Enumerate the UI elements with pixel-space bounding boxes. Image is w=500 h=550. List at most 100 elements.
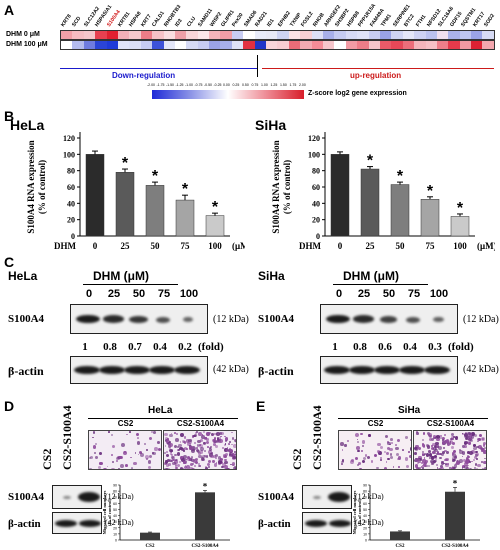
stained-cell bbox=[121, 443, 125, 448]
stained-cell bbox=[445, 440, 450, 445]
stained-cell bbox=[164, 452, 166, 454]
s100a4-blot bbox=[320, 304, 458, 334]
stained-cell bbox=[175, 466, 178, 469]
stained-cell bbox=[164, 445, 167, 448]
stained-cell bbox=[231, 431, 234, 434]
heatmap-cell bbox=[322, 41, 335, 49]
stained-cell bbox=[234, 451, 236, 454]
s100a4-blot bbox=[302, 485, 352, 509]
blot-band bbox=[174, 366, 200, 374]
stained-cell bbox=[128, 431, 131, 433]
stained-cell bbox=[231, 443, 233, 446]
blot-band bbox=[379, 316, 397, 323]
stained-cell bbox=[415, 444, 419, 448]
bar bbox=[85, 154, 105, 237]
stained-cell bbox=[451, 446, 455, 449]
heatmap-cell bbox=[209, 41, 221, 49]
stained-cell bbox=[451, 442, 455, 446]
stained-cell bbox=[206, 438, 209, 441]
lane-label: CS2 bbox=[290, 448, 304, 470]
fold-value: 1 bbox=[82, 341, 88, 353]
stained-cell bbox=[433, 460, 436, 464]
stained-cell bbox=[189, 467, 193, 469]
stained-cell bbox=[230, 452, 233, 454]
y-tick-label: 40 bbox=[113, 514, 117, 518]
stained-cell bbox=[436, 436, 440, 440]
kda-label: (12 kDa) bbox=[463, 314, 499, 325]
stained-cell bbox=[444, 458, 447, 461]
stained-cell bbox=[89, 456, 93, 460]
stained-cell bbox=[423, 464, 426, 467]
stained-cell bbox=[474, 467, 477, 469]
stained-cell bbox=[198, 464, 201, 467]
stained-cell bbox=[186, 465, 191, 469]
stained-cell bbox=[455, 462, 458, 466]
stained-cell bbox=[453, 459, 456, 462]
stained-cell bbox=[424, 462, 427, 465]
significance-mark: * bbox=[152, 168, 159, 185]
stained-cell bbox=[466, 442, 469, 444]
y-tick-label: 40 bbox=[363, 514, 367, 518]
stained-cell bbox=[219, 437, 222, 440]
stained-cell bbox=[436, 437, 440, 442]
stained-cell bbox=[183, 436, 186, 439]
stained-cell bbox=[197, 440, 201, 444]
stained-cell bbox=[432, 451, 435, 454]
scale-tick-label: 1.75 bbox=[289, 83, 297, 87]
bar bbox=[445, 491, 465, 540]
stained-cell bbox=[233, 443, 236, 448]
stained-cell bbox=[440, 453, 442, 456]
stained-cell bbox=[199, 444, 201, 447]
y-tick-label: 60 bbox=[312, 183, 320, 192]
stained-cell bbox=[397, 457, 401, 461]
cell-line-label: SiHa bbox=[258, 269, 285, 283]
lane-label: CS2-S100A4 bbox=[310, 405, 324, 470]
stained-cell bbox=[136, 433, 140, 437]
dose-label: 25 bbox=[107, 288, 121, 300]
stained-cell bbox=[200, 456, 205, 461]
stained-cell bbox=[439, 436, 442, 439]
stained-cell bbox=[361, 459, 366, 464]
y-axis-label: Migrated cell numbers(% of control) bbox=[352, 490, 362, 534]
stained-cell bbox=[443, 434, 446, 437]
cell-line-label: HeLa bbox=[8, 269, 38, 283]
scale-tick-label: -0.25 bbox=[213, 83, 222, 87]
x-unit-label: (μM) bbox=[232, 241, 245, 251]
stained-cell bbox=[478, 433, 482, 437]
heatmap-cell bbox=[117, 31, 130, 39]
stained-cell bbox=[434, 444, 437, 448]
heatmap-cell bbox=[243, 31, 255, 39]
bar bbox=[360, 168, 380, 237]
gene-label: CLU bbox=[185, 15, 197, 28]
blot-band bbox=[352, 315, 374, 323]
heatmap-cell bbox=[163, 31, 175, 39]
heatmap-cell bbox=[425, 31, 437, 39]
bar bbox=[450, 216, 470, 237]
stained-cell bbox=[213, 437, 217, 440]
stained-cell bbox=[422, 439, 425, 442]
stained-cell bbox=[95, 442, 98, 446]
stained-cell bbox=[209, 447, 212, 450]
stained-cell bbox=[364, 453, 368, 457]
stained-cell bbox=[179, 455, 184, 460]
stained-cell bbox=[414, 447, 417, 450]
fold-value: 1 bbox=[332, 341, 338, 353]
stained-cell bbox=[207, 459, 211, 464]
bar bbox=[195, 492, 215, 540]
blot-band bbox=[406, 316, 420, 323]
y-tick-label: 20 bbox=[67, 216, 75, 225]
stained-cell bbox=[230, 463, 232, 466]
stained-cell bbox=[221, 465, 224, 469]
kda-label: (42 kDa) bbox=[105, 518, 134, 527]
down-regulation-label: Down-regulation bbox=[112, 71, 176, 80]
hela-rna-bar-chart: HeLa S100A4 RNA expression(% of control) 0… bbox=[10, 117, 245, 251]
scale-tick-label: -1.50 bbox=[166, 83, 174, 87]
stained-cell bbox=[376, 442, 381, 447]
stained-cell bbox=[198, 432, 202, 437]
stained-cell bbox=[214, 444, 218, 448]
stained-cell bbox=[92, 445, 97, 449]
stained-cell bbox=[183, 460, 186, 464]
stained-cell bbox=[224, 448, 228, 452]
stained-cell bbox=[367, 456, 371, 460]
